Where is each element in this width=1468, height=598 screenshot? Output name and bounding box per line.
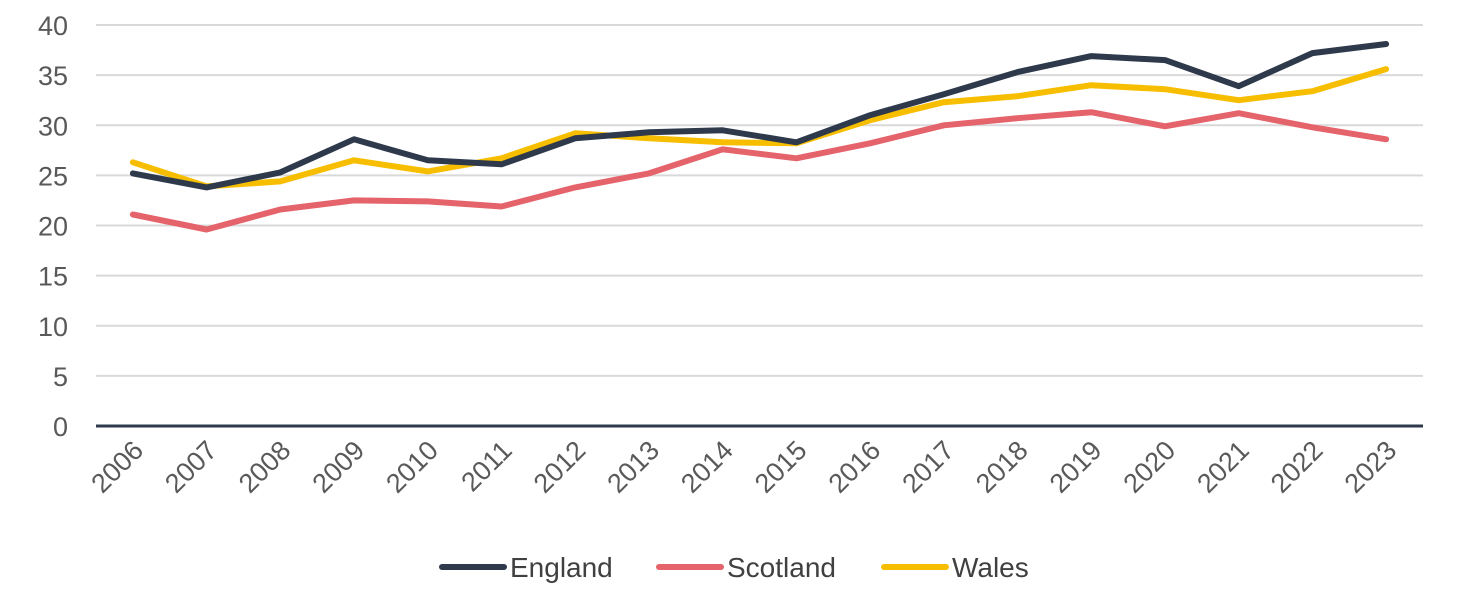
legend-label-scotland: Scotland: [727, 552, 836, 583]
series-lines: [129, 41, 1390, 233]
series-line-scotland: [129, 109, 1390, 233]
x-tick-label: 2020: [1118, 435, 1182, 499]
x-tick-label: 2017: [896, 435, 960, 499]
x-tick-label: 2018: [970, 435, 1034, 499]
x-axis-tick-labels: 2006 2007 2008 2009 2010 2011 2012 2013 2014 2015…: [85, 435, 1402, 499]
x-tick-label: 2014: [675, 435, 739, 499]
x-tick-label: 2016: [823, 435, 887, 499]
series-line-england: [129, 41, 1390, 191]
x-tick-label: 2007: [159, 435, 223, 499]
legend-label-england: England: [510, 552, 613, 583]
x-tick-label: 2021: [1191, 435, 1255, 499]
y-tick-label: 5: [53, 362, 68, 392]
y-tick-label: 10: [38, 312, 68, 342]
x-tick-label: 2019: [1044, 435, 1108, 499]
y-tick-label: 0: [53, 412, 68, 442]
x-tick-label: 2010: [380, 435, 444, 499]
x-tick-label: 2008: [233, 435, 297, 499]
x-tick-label: 2013: [601, 435, 665, 499]
gridlines: [96, 24, 1423, 377]
legend: England Scotland Wales: [439, 552, 1029, 583]
x-tick-label: 2012: [528, 435, 592, 499]
x-tick-label: 2006: [85, 435, 149, 499]
x-tick-label: 2023: [1339, 435, 1403, 499]
x-tick-label: 2009: [307, 435, 371, 499]
y-tick-label: 15: [38, 262, 68, 292]
x-tick-label: 2011: [455, 435, 517, 497]
y-tick-label: 30: [38, 111, 68, 141]
series-line-wales: [129, 66, 1390, 190]
y-tick-label: 25: [38, 161, 68, 191]
y-tick-label: 35: [38, 61, 68, 91]
y-axis-tick-labels: 0 5 10 15 20 25 30 35 40: [38, 11, 68, 442]
x-tick-label: 2015: [749, 435, 813, 499]
legend-label-wales: Wales: [952, 552, 1029, 583]
y-tick-label: 20: [38, 212, 68, 242]
y-tick-label: 40: [38, 11, 68, 41]
x-tick-label: 2022: [1265, 435, 1329, 499]
